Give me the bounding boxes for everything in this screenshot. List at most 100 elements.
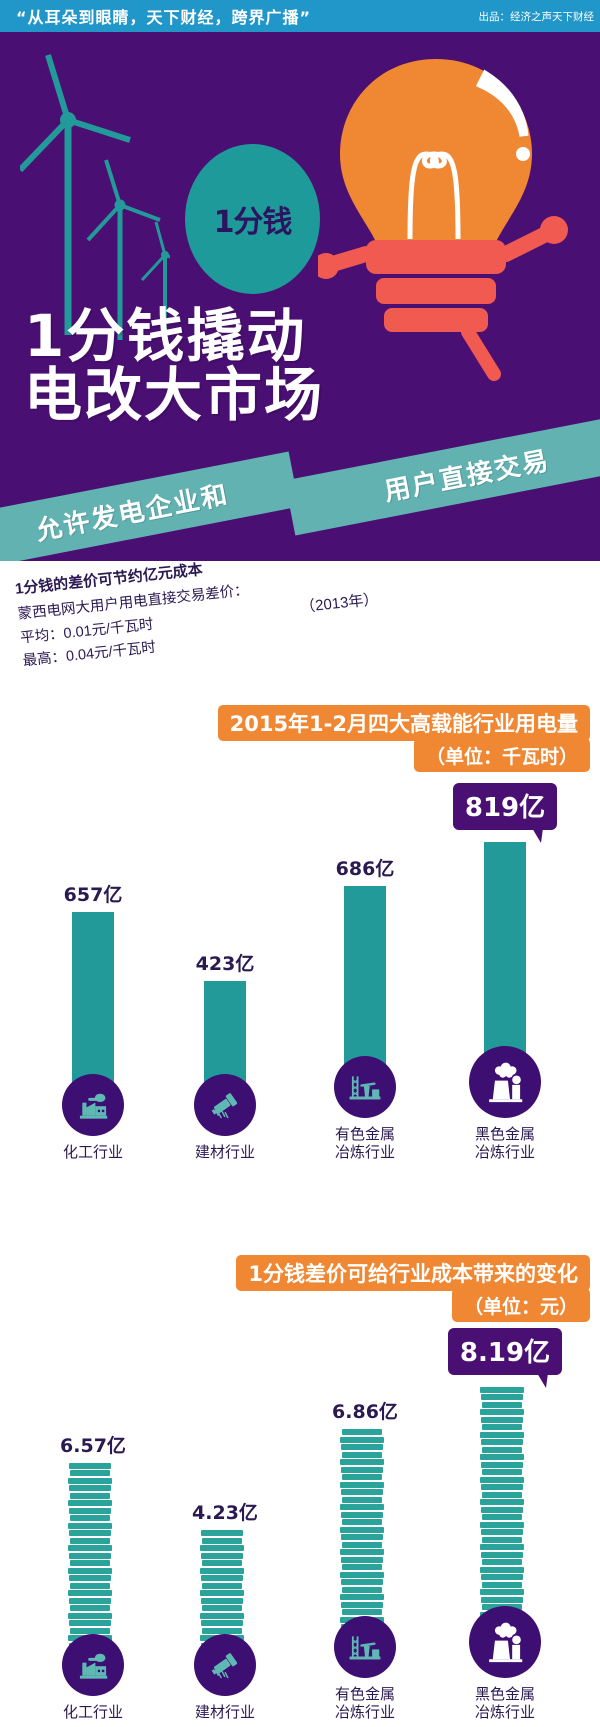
coin [70, 1492, 110, 1499]
chart-bar [484, 841, 526, 1082]
coin [69, 1552, 111, 1559]
coin-stack-bar [340, 1429, 388, 1647]
chart-category-label: 化工行业 [62, 1704, 123, 1722]
chart-bar [344, 885, 386, 1087]
coin [70, 1470, 110, 1477]
coin [70, 1560, 110, 1567]
coin [68, 1545, 112, 1552]
chart1-subtitle: （单位：千瓦时） [413, 738, 590, 772]
program-slogan: “从耳朵到眼睛，天下财经，跨界广播” [16, 8, 312, 27]
coin [68, 1500, 112, 1507]
chemical-plant-icon [62, 1634, 124, 1697]
coin [202, 1627, 242, 1634]
coin [481, 1574, 523, 1580]
coin [480, 1544, 524, 1550]
coin [480, 1589, 524, 1595]
chart-section-electricity: 2015年1-2月四大高载能行业用电量 （单位：千瓦时） 657亿 化工行业 42… [0, 705, 600, 1163]
oil-pump-icon [334, 1615, 396, 1678]
coin [482, 1536, 522, 1543]
coin [70, 1537, 110, 1544]
coin [341, 1511, 383, 1518]
chart1-title: 2015年1-2月四大高载能行业用电量 [217, 705, 590, 741]
coin [481, 1394, 523, 1400]
coin [482, 1559, 522, 1565]
coin [69, 1485, 111, 1492]
coin [340, 1571, 384, 1578]
coin [481, 1484, 523, 1490]
coin [202, 1605, 242, 1612]
chart-column: 686亿 有色金属 冶炼行业 [300, 854, 430, 1164]
coin [68, 1590, 112, 1597]
coin [482, 1514, 522, 1520]
coin [341, 1534, 383, 1540]
coin [482, 1446, 522, 1453]
chart-value-label: 6.57亿 [60, 1434, 126, 1457]
chart1-title-band: 2015年1-2月四大高载能行业用电量 （单位：千瓦时） [0, 705, 600, 773]
coin [201, 1620, 243, 1627]
coin [200, 1567, 244, 1574]
chart-category-label: 黑色金属 冶炼行业 [474, 1125, 535, 1162]
one-cent-badge-label: 1分钱 [213, 205, 293, 240]
coin [481, 1551, 523, 1558]
steel-plant-icon [469, 1605, 541, 1678]
lightbulb-robot-icon [318, 59, 568, 381]
chart-section-cost: 1分钱差价可给行业成本带来的变化 （单位：元） 6.57亿 化工行业 4.23亿 … [0, 1255, 600, 1723]
coin [482, 1469, 522, 1475]
coin [481, 1416, 523, 1423]
headline-line-2: 电改大市场 [24, 361, 325, 430]
coin [68, 1477, 112, 1484]
coin [480, 1454, 524, 1460]
coin [481, 1461, 523, 1468]
headline-line-1: 1分钱撬动 [24, 302, 307, 370]
coin [68, 1567, 112, 1574]
coin [201, 1530, 243, 1537]
chart2-subtitle: （单位：元） [451, 1288, 590, 1322]
coin [341, 1579, 383, 1585]
coin [70, 1582, 110, 1589]
coin [68, 1522, 112, 1529]
chart-category-label: 有色金属 冶炼行业 [334, 1125, 395, 1162]
chart-highlight-callout: 8.19亿 [447, 1327, 563, 1388]
chart-value-label: 423亿 [195, 953, 255, 976]
chart-highlight-callout: 819亿 [452, 782, 558, 843]
coin [481, 1596, 523, 1603]
coin [68, 1612, 112, 1619]
chart-bar [72, 912, 114, 1106]
coin [340, 1481, 384, 1488]
coin [481, 1529, 523, 1535]
chart-category-label: 化工行业 [62, 1144, 123, 1162]
coin [340, 1504, 384, 1510]
coin [480, 1521, 524, 1528]
chart-column: 819亿 黑色金属 冶炼行业 [440, 782, 570, 1164]
facts-block: 1分钱的差价可节约亿元成本 蒙西电网大用户用电直接交易差价： 平均：0.01元/… [0, 540, 600, 705]
coin [341, 1444, 383, 1450]
coin [480, 1499, 524, 1505]
coin [482, 1424, 522, 1430]
coin [342, 1564, 382, 1570]
chart-column: 8.19亿 黑色金属 冶炼行业 [440, 1327, 570, 1724]
coin [482, 1581, 522, 1588]
coin [200, 1590, 244, 1597]
chart-value-label: 686亿 [335, 857, 395, 880]
coin [480, 1566, 524, 1573]
wind-turbine-icon [20, 54, 170, 342]
building-materials-icon [194, 1074, 256, 1137]
coin [202, 1582, 242, 1589]
coin [342, 1451, 382, 1458]
building-materials-icon [194, 1634, 256, 1697]
coin [341, 1466, 383, 1473]
chart-value-label: 657亿 [63, 884, 123, 907]
coin [342, 1541, 382, 1548]
coin [342, 1609, 382, 1615]
chart-category-label: 黑色金属 冶炼行业 [474, 1685, 535, 1722]
chemical-plant-icon [62, 1074, 124, 1137]
coin [340, 1436, 384, 1443]
chart-column: 6.86亿 有色金属 冶炼行业 [300, 1397, 430, 1723]
coin [69, 1575, 111, 1582]
one-cent-badge: 1分钱 [185, 144, 320, 294]
coin [70, 1515, 110, 1522]
coin [480, 1409, 524, 1415]
chart-column: 4.23亿 建材行业 [160, 1498, 290, 1723]
coin [202, 1537, 242, 1544]
top-banner: “从耳朵到眼睛，天下财经，跨界广播” 出品：经济之声天下财经 [0, 0, 600, 32]
